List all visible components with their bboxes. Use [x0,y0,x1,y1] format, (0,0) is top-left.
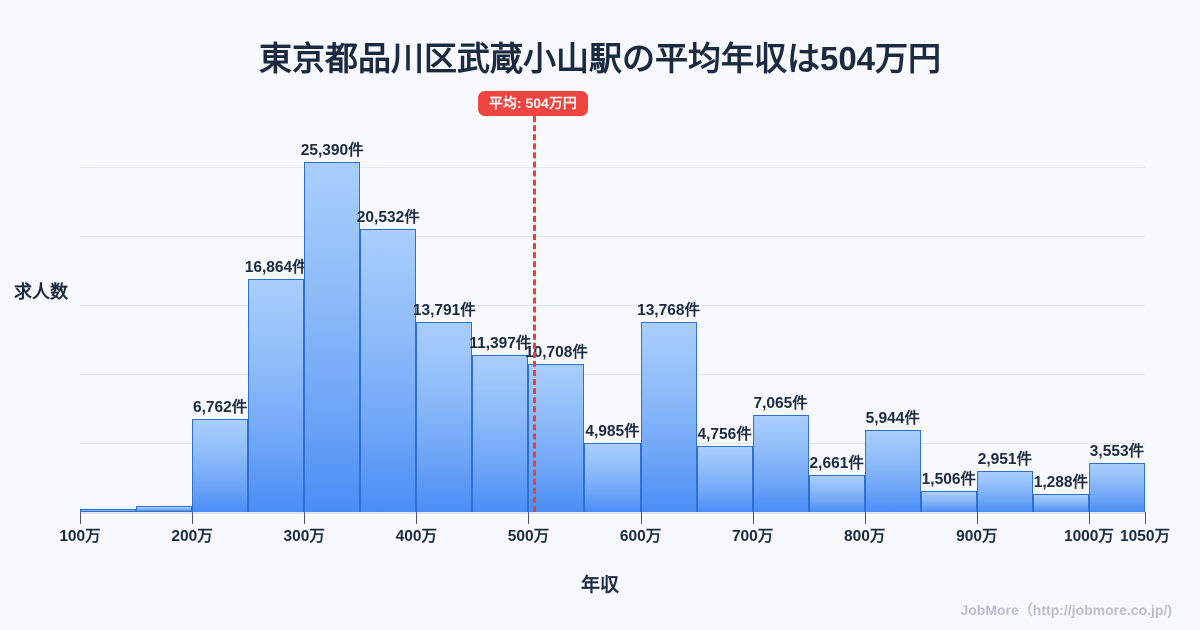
bar-value-label: 13,768件 [637,302,700,320]
x-axis-tick [528,512,530,524]
average-line [532,98,536,512]
bar-value-label: 13,791件 [412,301,476,319]
bar-value-label: 4,756件 [697,426,752,444]
x-axis-tick [640,512,642,524]
bar[interactable]: 4,985件 [584,423,641,512]
bar-value-label: 1,288件 [1033,474,1089,492]
plot-area: 6,762件 16,864件 25,390件 20,532件 13,791件 11,397… [80,91,1145,514]
bar[interactable]: 6,762件 [192,399,249,512]
bar[interactable]: 10,708件 [525,344,588,512]
bar[interactable]: 1,506件 [920,471,977,512]
gridline [80,305,1145,306]
bar[interactable]: 13,791件 [413,302,476,512]
bar-value-label: 20,532件 [356,208,420,226]
bar-value-label: 11,397件 [469,334,532,352]
bar-value-label: 7,065件 [753,394,808,412]
bar[interactable]: 5,944件 [864,410,921,512]
x-axis-title: 年収 [580,575,619,596]
x-axis-tick [864,512,866,524]
bar[interactable] [80,509,137,512]
bar[interactable]: 1,288件 [1032,474,1089,512]
bar-value-label: 2,661件 [809,455,864,473]
x-axis-tick-label: 800万 [844,528,886,545]
x-axis-tick [1145,512,1146,524]
x-axis-tick [1088,512,1090,524]
bar-value-label: 16,864件 [244,259,308,277]
x-axis-tick [416,512,418,524]
chart-title: 東京都品川区武蔵小山駅の平均年収は504万円 [258,40,942,77]
bar-value-label: 6,762件 [192,398,248,416]
gridline [80,236,1145,237]
bar-value-label: 4,985件 [585,423,640,441]
bar[interactable]: 7,065件 [752,395,809,512]
x-axis-tick-label: 300万 [283,528,325,545]
bar[interactable]: 11,397件 [469,335,531,512]
bar[interactable]: 3,553件 [1088,443,1145,512]
bar[interactable]: 13,768件 [637,302,700,512]
bar[interactable]: 16,864件 [245,259,308,512]
bar[interactable]: 25,390件 [301,142,364,512]
average-badge: 平均: 504万円 [477,91,588,116]
x-axis-tick-label: 600万 [619,528,662,545]
x-axis-tick-label: 1000万 [1063,528,1114,545]
bar-value-label: 5,944件 [865,409,920,427]
bar[interactable] [136,506,193,512]
x-axis-tick-label: 700万 [731,528,774,545]
bar-value-label: 2,951件 [977,451,1032,469]
x-axis-tick-label: 100万 [59,528,101,545]
y-axis-title: 求人数 [14,282,68,302]
x-axis-tick [80,512,81,524]
bar-value-label: 1,506件 [921,471,976,489]
bar-value-label: 25,390件 [300,141,364,159]
bar[interactable]: 2,661件 [808,455,865,512]
x-axis-tick [976,512,978,524]
x-axis-tick-label: 200万 [171,528,213,545]
bar[interactable]: 4,756件 [696,426,753,512]
axis-baseline [80,512,1145,514]
gridline [80,374,1145,375]
x-axis-tick [304,512,306,524]
bar[interactable]: 20,532件 [357,209,420,512]
watermark: JobMore（http://jobmore.co.jp/) [960,602,1172,618]
x-axis-tick-label: 400万 [395,528,437,545]
x-axis-tick-label: 900万 [956,528,998,545]
x-axis-tick-label: 500万 [507,528,550,545]
gridline [80,167,1145,168]
bar[interactable]: 2,951件 [976,451,1033,512]
x-axis-tick-label: 1050万 [1120,528,1170,545]
x-axis-tick [192,512,194,524]
x-axis-tick [752,512,754,524]
